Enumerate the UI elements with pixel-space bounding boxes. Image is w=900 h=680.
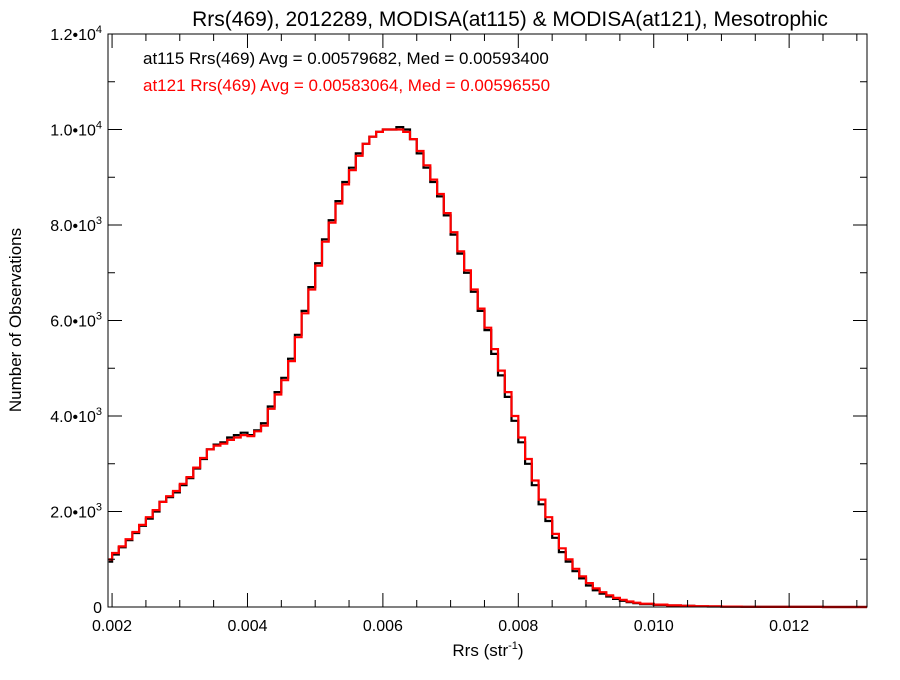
x-axis-label-main: Rrs (str <box>452 641 508 660</box>
x-tick-label: 0.008 <box>498 618 538 635</box>
series-layer <box>108 126 867 609</box>
x-axis: 0.002 0.004 0.006 0.008 0.010 0.012 <box>92 34 858 635</box>
series-line-at121 <box>108 128 867 609</box>
y-axis: 0 2.0•103 4.0•103 6.0•103 8.0•103 1.0•104 1.2•… <box>50 24 867 617</box>
x-tick-label: 0.004 <box>227 618 267 635</box>
y-tick-label: 8.0•103 <box>50 215 102 235</box>
y-axis-label: Number of Observations <box>6 228 25 412</box>
series-line-at115 <box>108 126 867 609</box>
x-tick-label: 0.010 <box>634 618 674 635</box>
y-tick-label: 1.0•104 <box>50 120 102 140</box>
x-axis-label: Rrs (str-1) <box>452 640 523 660</box>
x-axis-label-superscript: -1 <box>508 640 518 652</box>
x-axis-label-close: ) <box>518 641 524 660</box>
x-tick-label: 0.006 <box>363 618 403 635</box>
legend-entry-at115: at115 Rrs(469) Avg = 0.00579682, Med = 0… <box>143 49 549 68</box>
y-tick-label: 1.2•104 <box>50 24 102 44</box>
y-tick-label: 6.0•103 <box>50 311 102 331</box>
chart-title: Rrs(469), 2012289, MODISA(at115) & MODIS… <box>192 8 828 31</box>
legend-entry-at121: at121 Rrs(469) Avg = 0.00583064, Med = 0… <box>143 76 550 95</box>
legend: at115 Rrs(469) Avg = 0.00579682, Med = 0… <box>143 49 550 95</box>
y-tick-label: 4.0•103 <box>50 406 102 426</box>
x-tick-label: 0.002 <box>92 618 132 635</box>
plot-frame <box>107 33 868 608</box>
x-tick-label: 0.012 <box>769 618 809 635</box>
y-tick-label: 0 <box>93 600 102 617</box>
y-tick-label: 2.0•103 <box>50 502 102 522</box>
